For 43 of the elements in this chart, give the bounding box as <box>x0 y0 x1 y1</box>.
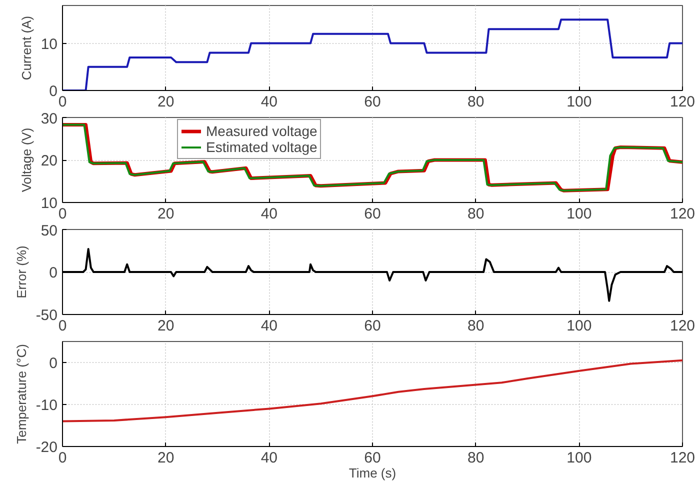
x-tick-label: 40 <box>260 94 278 110</box>
y-tick-label: 0 <box>49 264 58 282</box>
x-tick-label: 60 <box>364 206 381 222</box>
x-tick-label: 120 <box>670 94 696 110</box>
x-tick-label: 60 <box>364 94 381 110</box>
x-tick-label: 100 <box>566 318 592 334</box>
x-tick-label: 80 <box>467 94 484 110</box>
x-tick-label: 80 <box>467 206 484 222</box>
x-tick-label: 100 <box>566 206 592 222</box>
y-axis-title: Voltage (V) <box>18 128 34 192</box>
x-tick-label: 20 <box>157 94 174 110</box>
x-tick-label: 40 <box>260 206 278 222</box>
y-tick-label: 30 <box>40 110 58 128</box>
x-tick-label: 60 <box>364 318 381 334</box>
x-tick-label: 80 <box>467 450 484 466</box>
x-tick-label: 120 <box>670 206 696 222</box>
x-tick-label: 80 <box>467 318 484 334</box>
y-tick-label: 0 <box>49 355 58 372</box>
y-tick-label: 20 <box>40 152 58 170</box>
x-tick-label: 40 <box>260 318 278 334</box>
y-axis-title: Error (%) <box>14 246 29 298</box>
y-axis-title: Current (A) <box>18 16 34 80</box>
x-tick-label: 20 <box>157 318 174 334</box>
y-tick-label: -20 <box>36 439 58 456</box>
y-tick-label: 10 <box>40 36 58 53</box>
y-tick-label: 50 <box>40 222 58 240</box>
legend-label: Measured voltage <box>206 123 318 139</box>
y-tick-label: -50 <box>36 307 58 324</box>
x-tick-label: 100 <box>566 450 592 466</box>
x-tick-label: 120 <box>670 318 696 334</box>
x-tick-label: 20 <box>157 206 174 222</box>
x-tick-label: 120 <box>670 450 696 466</box>
y-axis-title: Temperature (°C) <box>14 344 29 444</box>
y-tick-label: 10 <box>40 195 58 212</box>
x-tick-label: 40 <box>260 450 278 466</box>
line-series <box>62 359 682 422</box>
x-tick-label: 60 <box>364 450 381 466</box>
x-tick-label: 100 <box>566 94 592 110</box>
y-tick-label: -10 <box>36 397 58 414</box>
y-tick-label: 0 <box>49 83 58 100</box>
x-axis-title: Time (s) <box>348 466 396 480</box>
x-tick-label: 20 <box>157 450 174 466</box>
legend-label: Estimated voltage <box>206 139 318 155</box>
